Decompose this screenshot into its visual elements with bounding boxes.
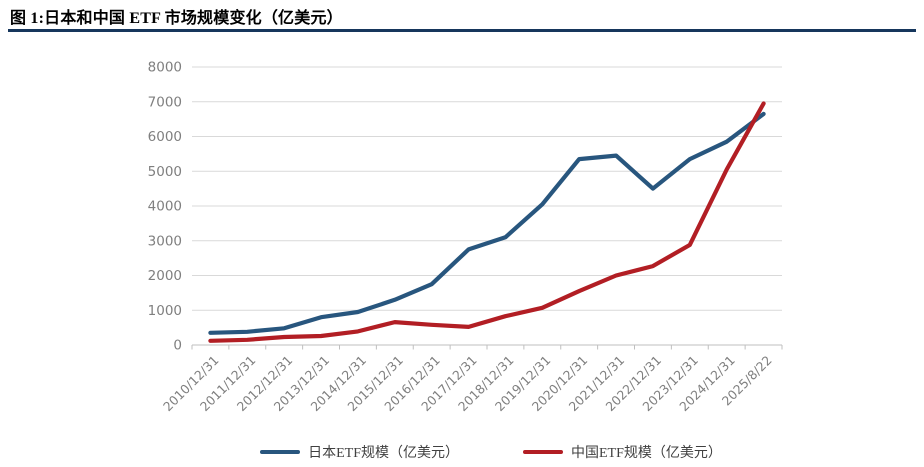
y-tick-label: 4000: [148, 199, 182, 215]
y-tick-label: 8000: [148, 60, 182, 76]
legend-swatch-japan-etf: [260, 450, 301, 454]
y-tick-label: 3000: [148, 233, 182, 249]
title-rule: [8, 29, 916, 32]
china-etf-series-line: [208, 101, 766, 343]
y-tick-label: 6000: [148, 129, 182, 145]
japan-etf-series-line: [208, 111, 766, 335]
figure-title: 图 1:日本和中国 ETF 市场规模变化（亿美元）: [10, 10, 343, 27]
y-tick-label: 2000: [148, 268, 182, 284]
y-tick-label: 7000: [148, 94, 182, 110]
y-tick-label: 1000: [148, 303, 182, 319]
legend-label-japan-etf: 日本ETF规模（亿美元）: [308, 446, 459, 461]
legend-item-china-etf: 中国ETF规模（亿美元）: [523, 442, 722, 462]
legend-label-china-etf: 中国ETF规模（亿美元）: [571, 446, 722, 461]
y-tick-label: 5000: [148, 164, 182, 180]
chart-legend: 日本ETF规模（亿美元） 中国ETF规模（亿美元）: [96, 440, 886, 464]
y-tick-label: 0: [173, 338, 182, 354]
legend-item-japan-etf: 日本ETF规模（亿美元）: [260, 442, 459, 462]
legend-swatch-china-etf: [523, 450, 563, 454]
